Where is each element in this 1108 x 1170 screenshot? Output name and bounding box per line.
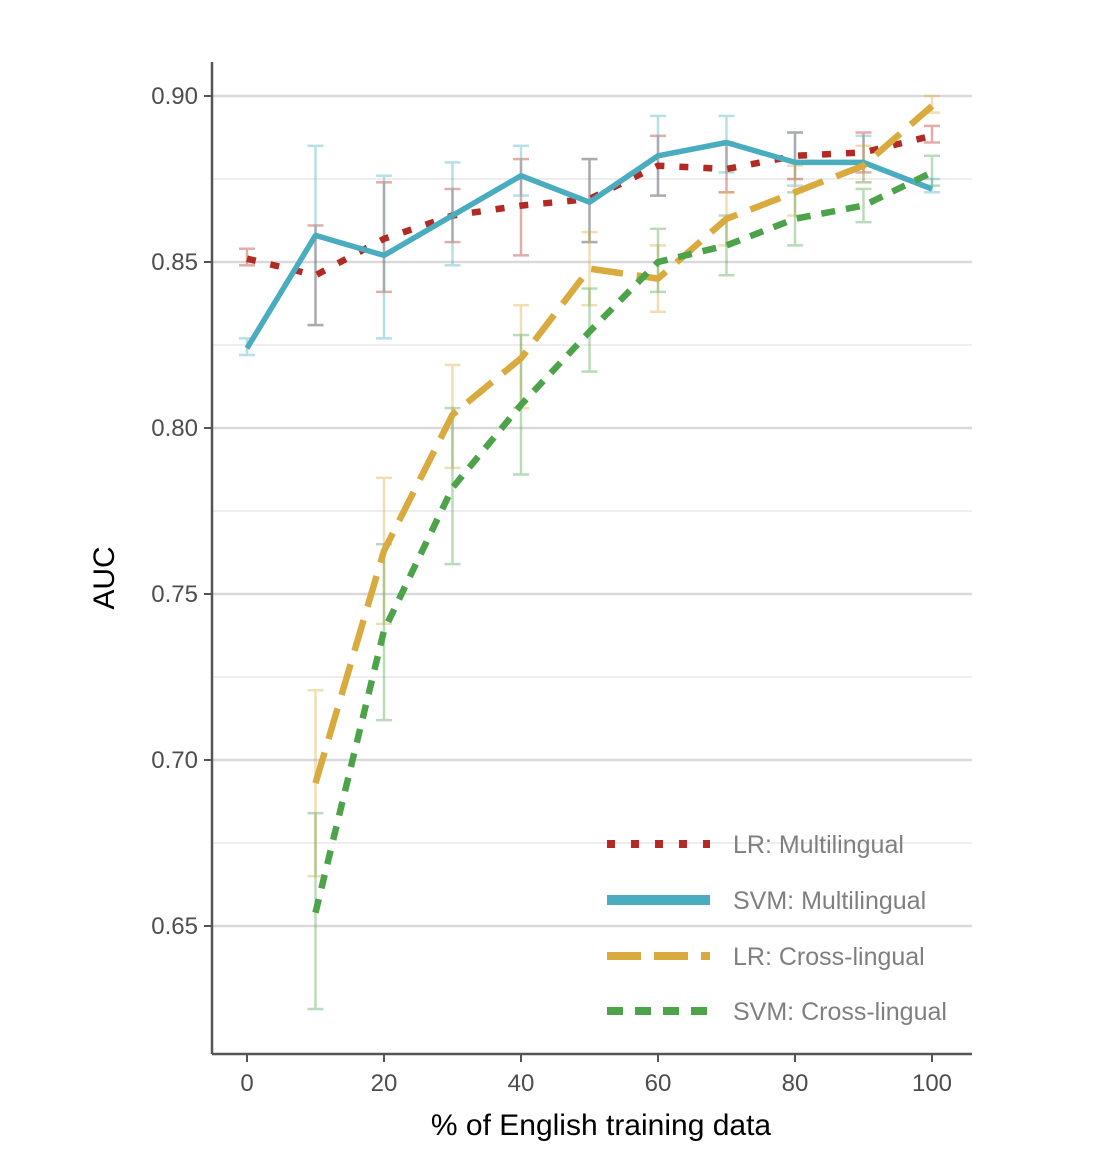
- y-tick-label: 0.80: [151, 415, 198, 442]
- error-bar: [855, 187, 872, 224]
- legend-label: LR: Multilingual: [733, 831, 904, 859]
- x-tick-label: 40: [508, 1070, 535, 1097]
- error-bar: [513, 144, 529, 197]
- error-bar: [307, 689, 324, 878]
- series-line: [312, 103, 935, 785]
- x-tick-label: 0: [240, 1070, 253, 1097]
- ticks: 0.65 0.70 0.75 0.80 0.85 0.90 0 20 40 60 80 100: [151, 83, 952, 1097]
- y-tick-label: 0.65: [151, 913, 198, 940]
- legend-label: SVM: Cross-lingual: [733, 998, 947, 1026]
- error-bar: [239, 247, 255, 267]
- error-bar: [787, 131, 803, 181]
- y-tick-label: 0.70: [151, 747, 198, 774]
- y-tick-label: 0.90: [151, 83, 198, 110]
- axes: [210, 62, 972, 1056]
- error-bar: [444, 406, 461, 566]
- series-line: [312, 169, 934, 914]
- x-tick-label: 80: [782, 1070, 809, 1097]
- error-bar: [855, 134, 872, 184]
- error-bar: [924, 177, 940, 194]
- error-bar: [787, 131, 803, 187]
- series-line: [244, 139, 933, 350]
- y-tick-label: 0.75: [151, 581, 198, 608]
- y-axis-title: AUC: [88, 546, 121, 609]
- gridlines: [212, 94, 972, 928]
- error-bar: [924, 154, 940, 187]
- legend: LR: Multilingual SVM: Multilingual LR: Cro…: [607, 831, 947, 1026]
- x-tick-label: 100: [912, 1070, 952, 1097]
- error-bar: [581, 230, 598, 307]
- x-tick-label: 20: [371, 1070, 398, 1097]
- series-lines: [244, 103, 935, 914]
- x-tick-label: 60: [645, 1070, 672, 1097]
- y-tick-label: 0.85: [151, 249, 198, 276]
- error-bar: [307, 224, 324, 327]
- error-bar: [924, 124, 940, 144]
- error-bars: [239, 94, 940, 1011]
- legend-label: LR: Cross-lingual: [733, 943, 925, 971]
- legend-label: SVM: Multilingual: [733, 887, 926, 915]
- x-axis-title: % of English training data: [431, 1109, 772, 1142]
